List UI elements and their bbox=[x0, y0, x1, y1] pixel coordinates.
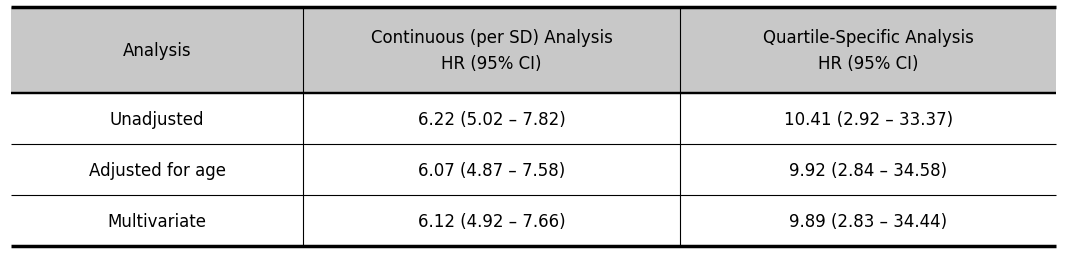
Text: Multivariate: Multivariate bbox=[108, 212, 207, 230]
Text: 6.12 (4.92 – 7.66): 6.12 (4.92 – 7.66) bbox=[418, 212, 566, 230]
Bar bbox=[680, 8, 1056, 93]
Text: 9.89 (2.83 – 34.44): 9.89 (2.83 – 34.44) bbox=[790, 212, 947, 230]
Bar bbox=[303, 195, 680, 246]
Text: Adjusted for age: Adjusted for age bbox=[89, 161, 225, 179]
Bar bbox=[11, 145, 303, 195]
Text: Continuous (per SD) Analysis
HR (95% CI): Continuous (per SD) Analysis HR (95% CI) bbox=[370, 28, 612, 73]
Bar bbox=[11, 8, 303, 93]
Bar bbox=[680, 145, 1056, 195]
Bar bbox=[680, 93, 1056, 145]
Bar bbox=[303, 145, 680, 195]
Bar bbox=[303, 8, 680, 93]
Text: Analysis: Analysis bbox=[123, 42, 191, 59]
Bar bbox=[680, 195, 1056, 246]
Text: 6.07 (4.87 – 7.58): 6.07 (4.87 – 7.58) bbox=[418, 161, 566, 179]
Bar bbox=[11, 93, 303, 145]
Text: Quartile-Specific Analysis
HR (95% CI): Quartile-Specific Analysis HR (95% CI) bbox=[763, 28, 973, 73]
Text: 10.41 (2.92 – 33.37): 10.41 (2.92 – 33.37) bbox=[783, 110, 953, 128]
Text: Unadjusted: Unadjusted bbox=[110, 110, 204, 128]
Bar bbox=[303, 93, 680, 145]
Text: 9.92 (2.84 – 34.58): 9.92 (2.84 – 34.58) bbox=[790, 161, 947, 179]
Bar bbox=[11, 195, 303, 246]
Text: 6.22 (5.02 – 7.82): 6.22 (5.02 – 7.82) bbox=[418, 110, 566, 128]
